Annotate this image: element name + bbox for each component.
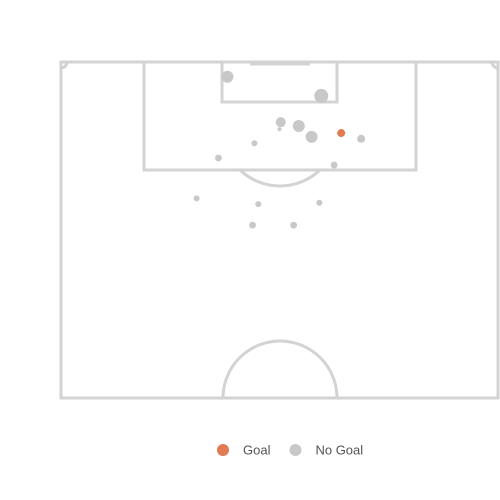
legend-label: No Goal bbox=[315, 442, 363, 457]
shot bbox=[316, 199, 323, 206]
penalty-box bbox=[142, 60, 418, 172]
penalty-arc bbox=[238, 168, 322, 188]
shot bbox=[330, 161, 338, 169]
shot bbox=[314, 88, 329, 103]
pitch-outline bbox=[59, 60, 500, 400]
shot bbox=[255, 201, 262, 208]
legend-marker bbox=[289, 444, 302, 456]
shot bbox=[251, 140, 258, 147]
shot bbox=[215, 154, 222, 162]
legend-label: Goal bbox=[243, 442, 271, 457]
shot bbox=[277, 127, 282, 132]
shot bbox=[221, 70, 234, 83]
shot bbox=[249, 221, 256, 229]
shot bbox=[193, 195, 200, 202]
shot bbox=[290, 221, 298, 229]
shot bbox=[357, 134, 366, 143]
shot bbox=[305, 130, 318, 143]
shot bbox=[292, 120, 305, 132]
six-yard-box bbox=[220, 60, 339, 104]
legend-marker bbox=[217, 444, 229, 456]
shot bbox=[337, 129, 346, 138]
shot bbox=[275, 117, 286, 128]
pitch bbox=[59, 60, 500, 400]
corner-arc bbox=[490, 61, 499, 70]
center-circle bbox=[221, 339, 339, 399]
corner-arc bbox=[60, 61, 69, 70]
